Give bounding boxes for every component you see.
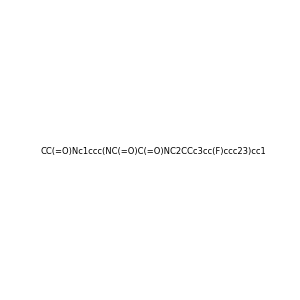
Text: CC(=O)Nc1ccc(NC(=O)C(=O)NC2CCc3cc(F)ccc23)cc1: CC(=O)Nc1ccc(NC(=O)C(=O)NC2CCc3cc(F)ccc2… [41,147,267,156]
